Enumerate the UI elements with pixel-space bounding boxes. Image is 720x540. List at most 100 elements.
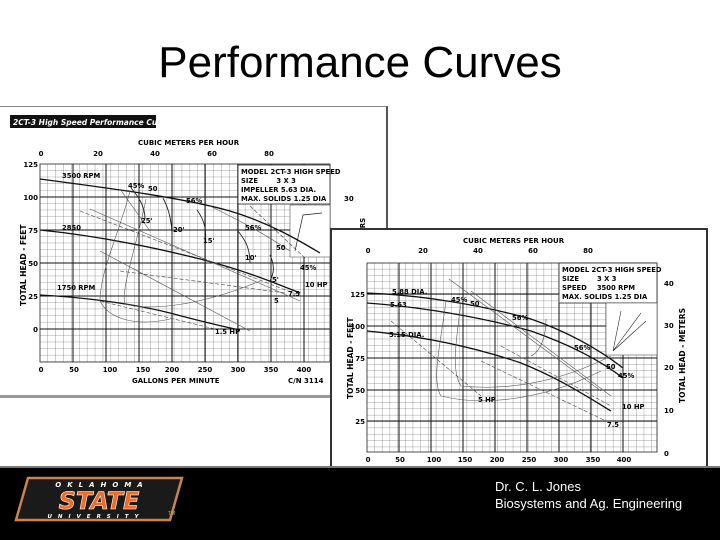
right-axis-ticks: 40 30 20 10 0 [664,280,674,458]
hp-lines [79,205,306,330]
svg-text:0: 0 [366,247,371,255]
svg-text:300: 300 [554,456,569,464]
curve-labels: 3500 RPM 2850 1750 RPM 45% 50 56% 56% 50… [57,172,328,336]
svg-text:250: 250 [198,366,213,374]
svg-text:125: 125 [23,161,38,169]
svg-text:300: 300 [231,366,246,374]
svg-text:5.15 DIA.: 5.15 DIA. [389,331,424,339]
svg-text:100: 100 [103,366,118,374]
top-axis-ticks: 0 20 40 60 80 [366,247,593,255]
svg-text:56%: 56% [186,197,202,205]
svg-text:MAX. SOLIDS 1.25 DIA: MAX. SOLIDS 1.25 DIA [562,293,648,301]
svg-text:10 HP: 10 HP [622,403,645,411]
svg-text:0: 0 [366,456,371,464]
svg-text:20: 20 [664,364,674,372]
svg-text:5': 5' [272,276,279,284]
svg-text:10: 10 [664,407,674,415]
svg-text:50: 50 [276,244,286,252]
logo-university: UNIVERSITY [47,514,144,520]
svg-text:20: 20 [93,150,103,158]
svg-text:45%: 45% [451,296,467,304]
svg-text:1750 RPM: 1750 RPM [57,284,95,292]
bottom-axis-ticks: 0 50 100 150 200 250 300 350 400 [366,456,632,464]
chart-3114-svg: 2CT-3 High Speed Performance Curves CUBI… [10,115,367,385]
svg-text:25': 25' [141,217,153,225]
svg-text:350: 350 [264,366,279,374]
catalog-number: C/N 3114 [288,377,324,385]
svg-text:50: 50 [355,387,365,395]
svg-text:80: 80 [264,150,274,158]
svg-text:IMPELLER 5.63 DIA.: IMPELLER 5.63 DIA. [241,186,316,194]
svg-text:56%: 56% [574,344,590,352]
svg-text:56%: 56% [245,224,261,232]
svg-text:25: 25 [28,293,38,301]
svg-text:50: 50 [606,363,616,371]
svg-text:20': 20' [173,226,185,234]
svg-text:15': 15' [203,237,215,245]
svg-text:5 HP: 5 HP [478,396,496,404]
y-axis-title: TOTAL HEAD - FEET [19,224,28,306]
osu-logo: OKLAHOMA STATE UNIVERSITY [14,476,184,522]
svg-text:60: 60 [528,247,538,255]
chart-banner-text: 2CT-3 High Speed Performance Curves [13,118,176,127]
svg-text:400: 400 [617,456,632,464]
svg-text:150: 150 [136,366,151,374]
svg-text:350: 350 [586,456,601,464]
logo-trademark: TM [168,511,176,517]
svg-text:50: 50 [148,185,158,193]
svg-text:MAX. SOLIDS 1.25 DIA: MAX. SOLIDS 1.25 DIA [241,195,327,203]
chart-banner [10,115,156,128]
performance-chart-3113: CUBIC METERS PER HOUR 0 20 40 60 80 125 … [330,228,708,484]
author-department: Biosystems and Ag. Engineering [495,496,683,511]
efficiency-curves [436,278,612,401]
svg-text:150: 150 [458,456,473,464]
svg-text:30: 30 [664,322,674,330]
svg-text:60: 60 [207,150,217,158]
y-axis-title: TOTAL HEAD - FEET [346,317,355,399]
performance-chart-3114: 2CT-3 High Speed Performance Curves CUBI… [0,106,388,398]
svg-text:250: 250 [522,456,537,464]
svg-text:7.5: 7.5 [607,421,619,429]
bottom-axis-ticks: 0 50 100 150 200 250 300 350 400 [39,366,312,374]
svg-text:40: 40 [150,150,160,158]
svg-text:125: 125 [350,291,365,299]
svg-text:0: 0 [39,150,44,158]
svg-text:3500 RPM: 3500 RPM [62,172,100,180]
svg-text:50: 50 [28,260,38,268]
inset-npsh-chart [289,204,331,258]
model-info-box [558,262,658,304]
svg-text:5.63: 5.63 [390,301,407,309]
svg-text:80: 80 [583,247,593,255]
svg-text:40: 40 [473,247,483,255]
bottom-axis-title: GALLONS PER MINUTE [132,377,220,385]
svg-text:2850: 2850 [62,224,81,232]
svg-text:200: 200 [165,366,180,374]
top-axis-ticks: 0 20 40 60 80 [39,150,274,158]
svg-text:0: 0 [33,326,38,334]
svg-text:56%: 56% [512,314,528,322]
inset-npsh-chart [605,302,658,356]
svg-text:SIZE 3 X 3: SIZE 3 X 3 [241,177,296,185]
chart-3113-svg: CUBIC METERS PER HOUR 0 20 40 60 80 125 … [346,237,687,474]
logo-oklahoma: OKLAHOMA [55,481,148,489]
svg-text:75: 75 [355,355,365,363]
right-axis-title: TOTAL HEAD - METERS [678,308,687,403]
svg-text:100: 100 [23,194,38,202]
model-info-text: MODEL 2CT-3 HIGH SPEED SIZE 3 X 3 SPEED 35… [562,266,662,301]
svg-text:25: 25 [355,418,365,426]
footer-rule [0,466,720,468]
svg-text:20: 20 [418,247,428,255]
svg-text:50: 50 [69,366,79,374]
svg-text:MODEL 2CT-3 HIGH SPEED: MODEL 2CT-3 HIGH SPEED [241,168,341,176]
right-axis-title: ERS [359,218,367,233]
svg-text:75: 75 [28,227,38,235]
svg-text:0: 0 [664,450,669,458]
svg-text:40: 40 [664,280,674,288]
svg-text:7.5: 7.5 [288,290,300,298]
svg-text:10 HP: 10 HP [305,281,328,289]
hp-lines [390,320,612,422]
svg-text:1.5 HP: 1.5 HP [215,328,240,336]
svg-text:50: 50 [470,300,480,308]
